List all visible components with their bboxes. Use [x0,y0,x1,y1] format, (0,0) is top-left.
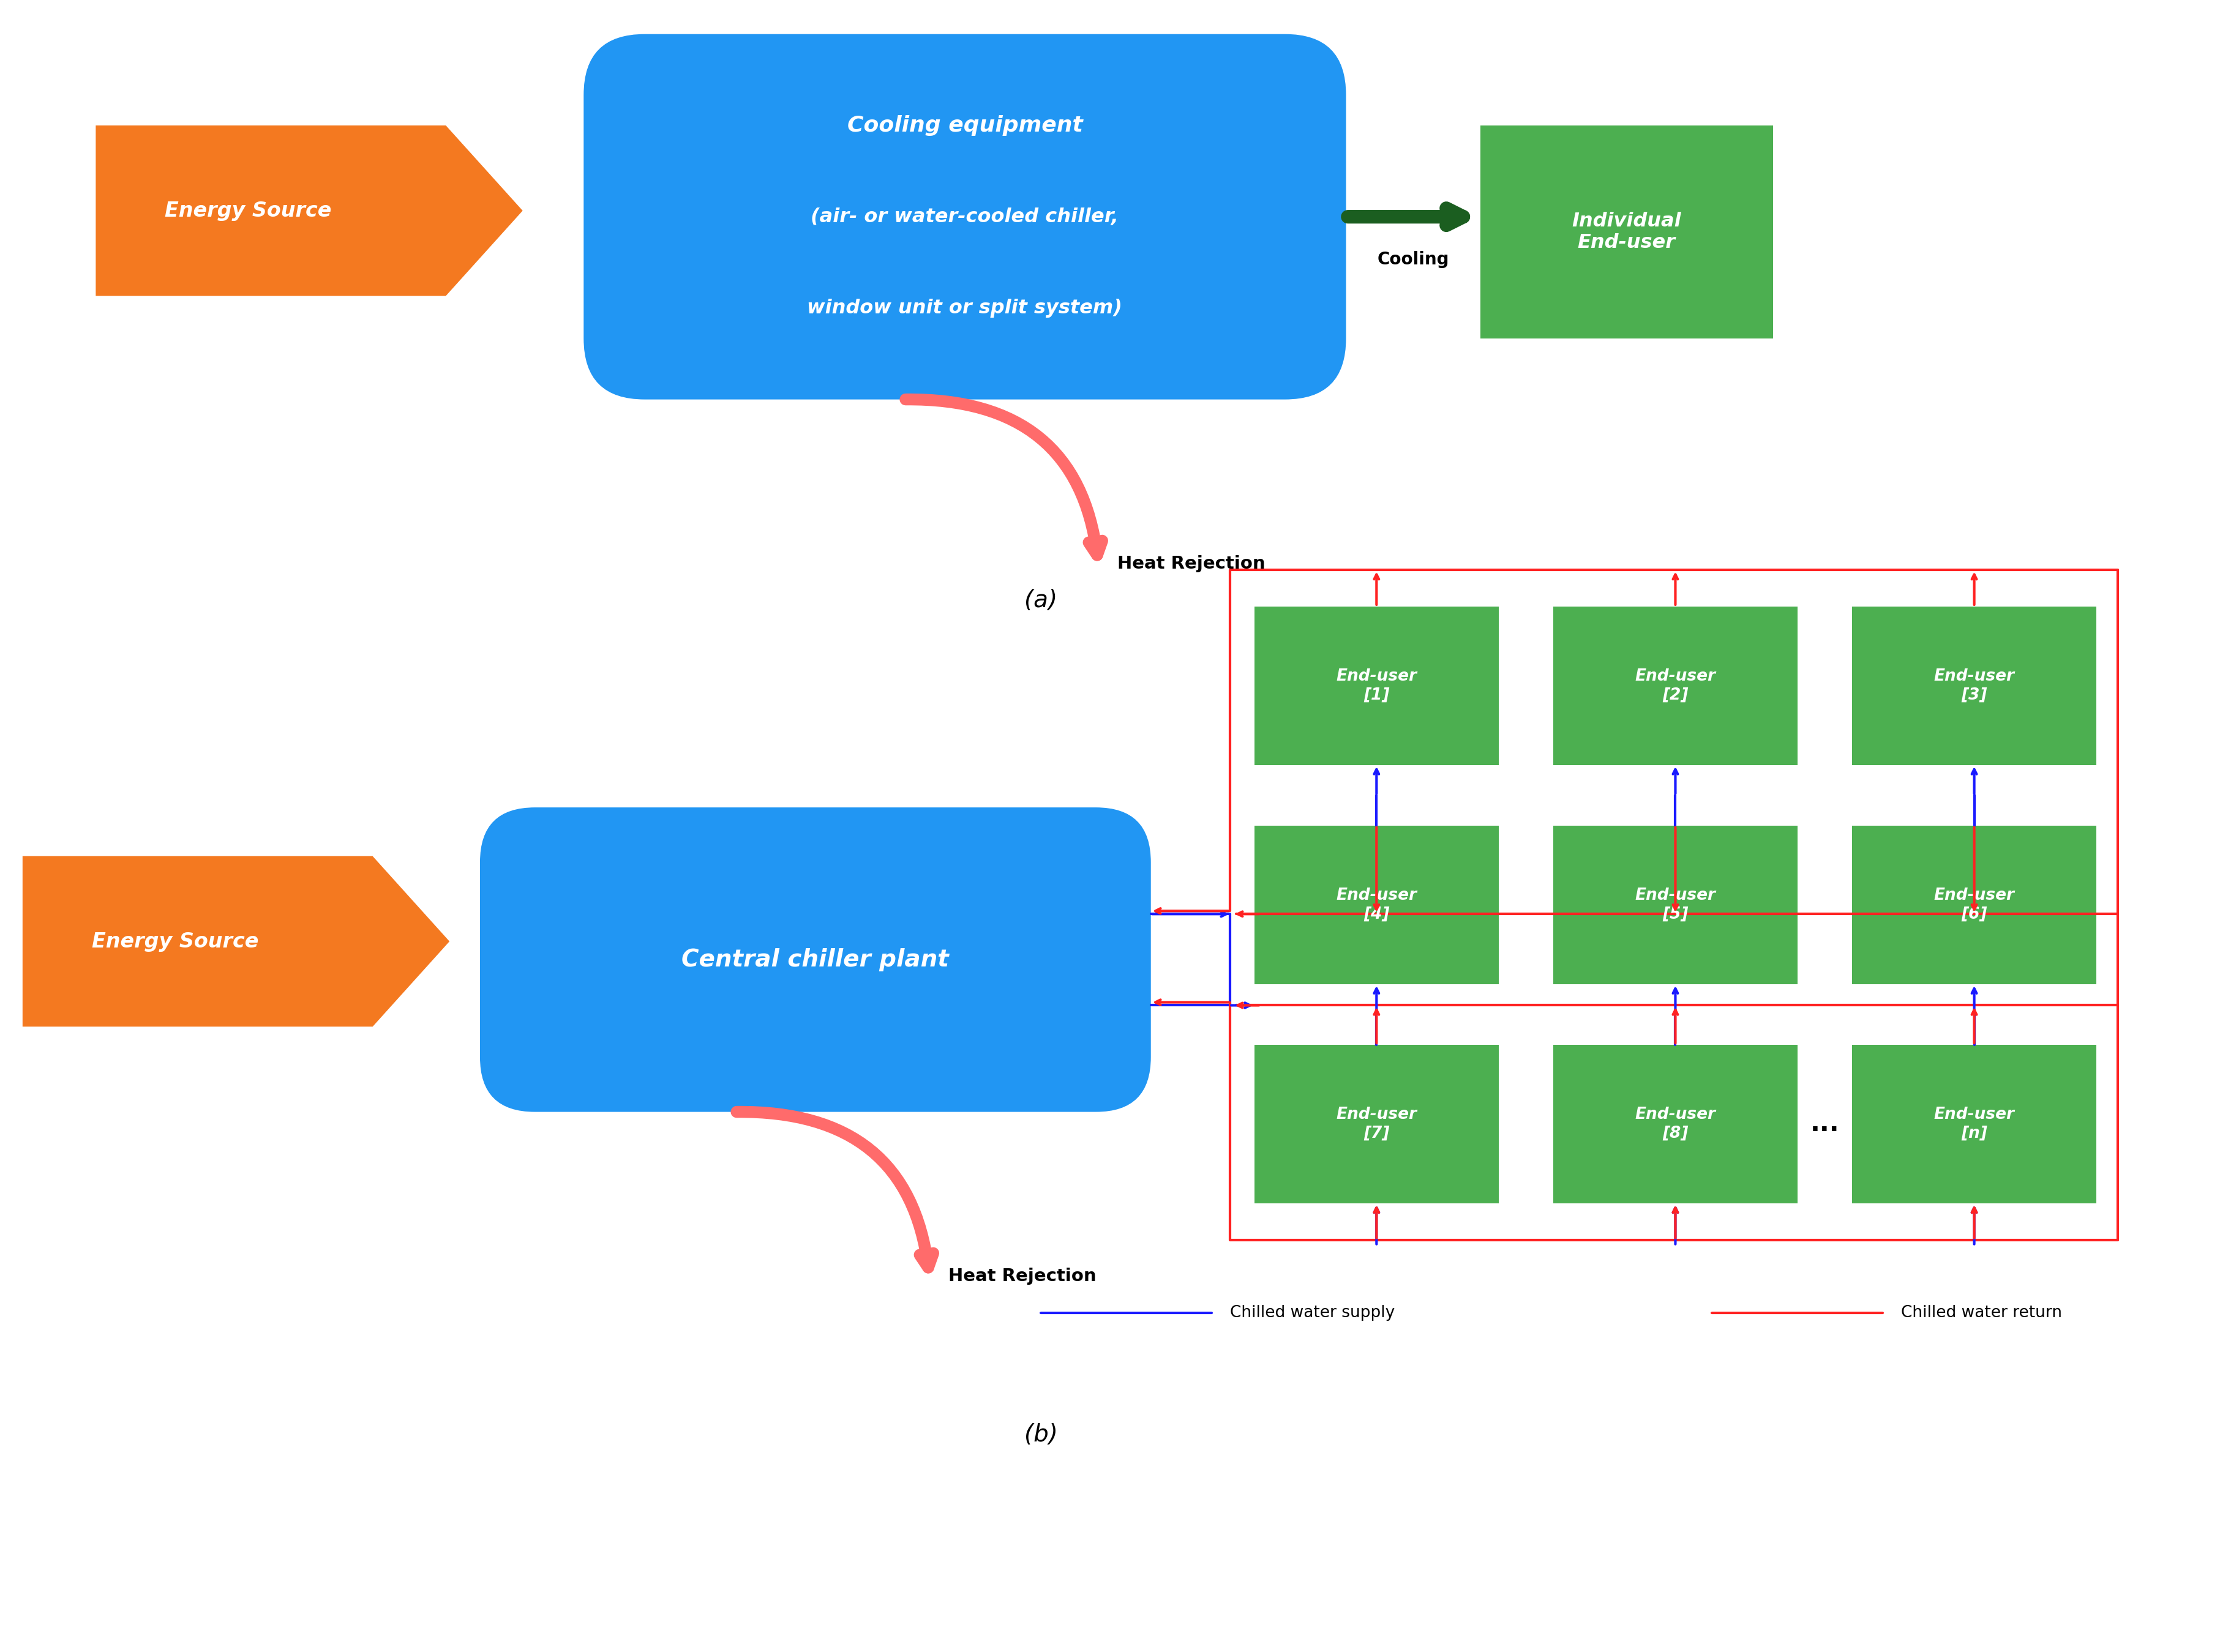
Text: Cooling: Cooling [1376,251,1450,268]
Bar [1851,826,2096,985]
Text: End-user
[1]: End-user [1] [1336,669,1416,702]
Bar [1554,606,1798,765]
Text: window unit or split system): window unit or split system) [808,299,1123,317]
Text: End-user
[6]: End-user [6] [1934,887,2014,922]
Text: Chilled water return: Chilled water return [1900,1305,2062,1322]
Text: End-user
[2]: End-user [2] [1634,669,1716,702]
Text: Heat Rejection: Heat Rejection [1117,555,1265,573]
FancyBboxPatch shape [480,808,1150,1112]
Text: End-user
[5]: End-user [5] [1634,887,1716,922]
Bar [1851,1046,2096,1203]
Bar [1554,826,1798,985]
Text: Chilled water supply: Chilled water supply [1230,1305,1394,1322]
Text: Central chiller plant: Central chiller plant [682,948,950,971]
Text: (a): (a) [1023,588,1057,611]
Text: Cooling equipment: Cooling equipment [848,116,1083,135]
Bar [1554,1046,1798,1203]
Bar [1254,826,1499,985]
Bar [1851,606,2096,765]
Text: Energy Source: Energy Source [91,932,258,952]
Bar [1254,1046,1499,1203]
Polygon shape [22,856,448,1026]
Bar [1481,126,1774,339]
Text: Individual
End-user: Individual End-user [1572,211,1681,253]
Text: (air- or water-cooled chiller,: (air- or water-cooled chiller, [810,207,1119,226]
Polygon shape [95,126,522,296]
Text: End-user
[8]: End-user [8] [1634,1107,1716,1142]
FancyArrowPatch shape [1348,208,1463,225]
FancyBboxPatch shape [584,35,1345,400]
Bar [1254,606,1499,765]
FancyArrowPatch shape [906,400,1101,555]
Text: End-user
[n]: End-user [n] [1934,1107,2014,1142]
FancyArrowPatch shape [737,1112,932,1267]
Text: End-user
[3]: End-user [3] [1934,669,2014,702]
Text: End-user
[4]: End-user [4] [1336,887,1416,922]
Text: ...: ... [1809,1112,1840,1137]
Text: Energy Source: Energy Source [164,200,331,221]
Text: End-user
[7]: End-user [7] [1336,1107,1416,1142]
Text: (b): (b) [1023,1422,1059,1446]
Text: Heat Rejection: Heat Rejection [948,1267,1097,1285]
